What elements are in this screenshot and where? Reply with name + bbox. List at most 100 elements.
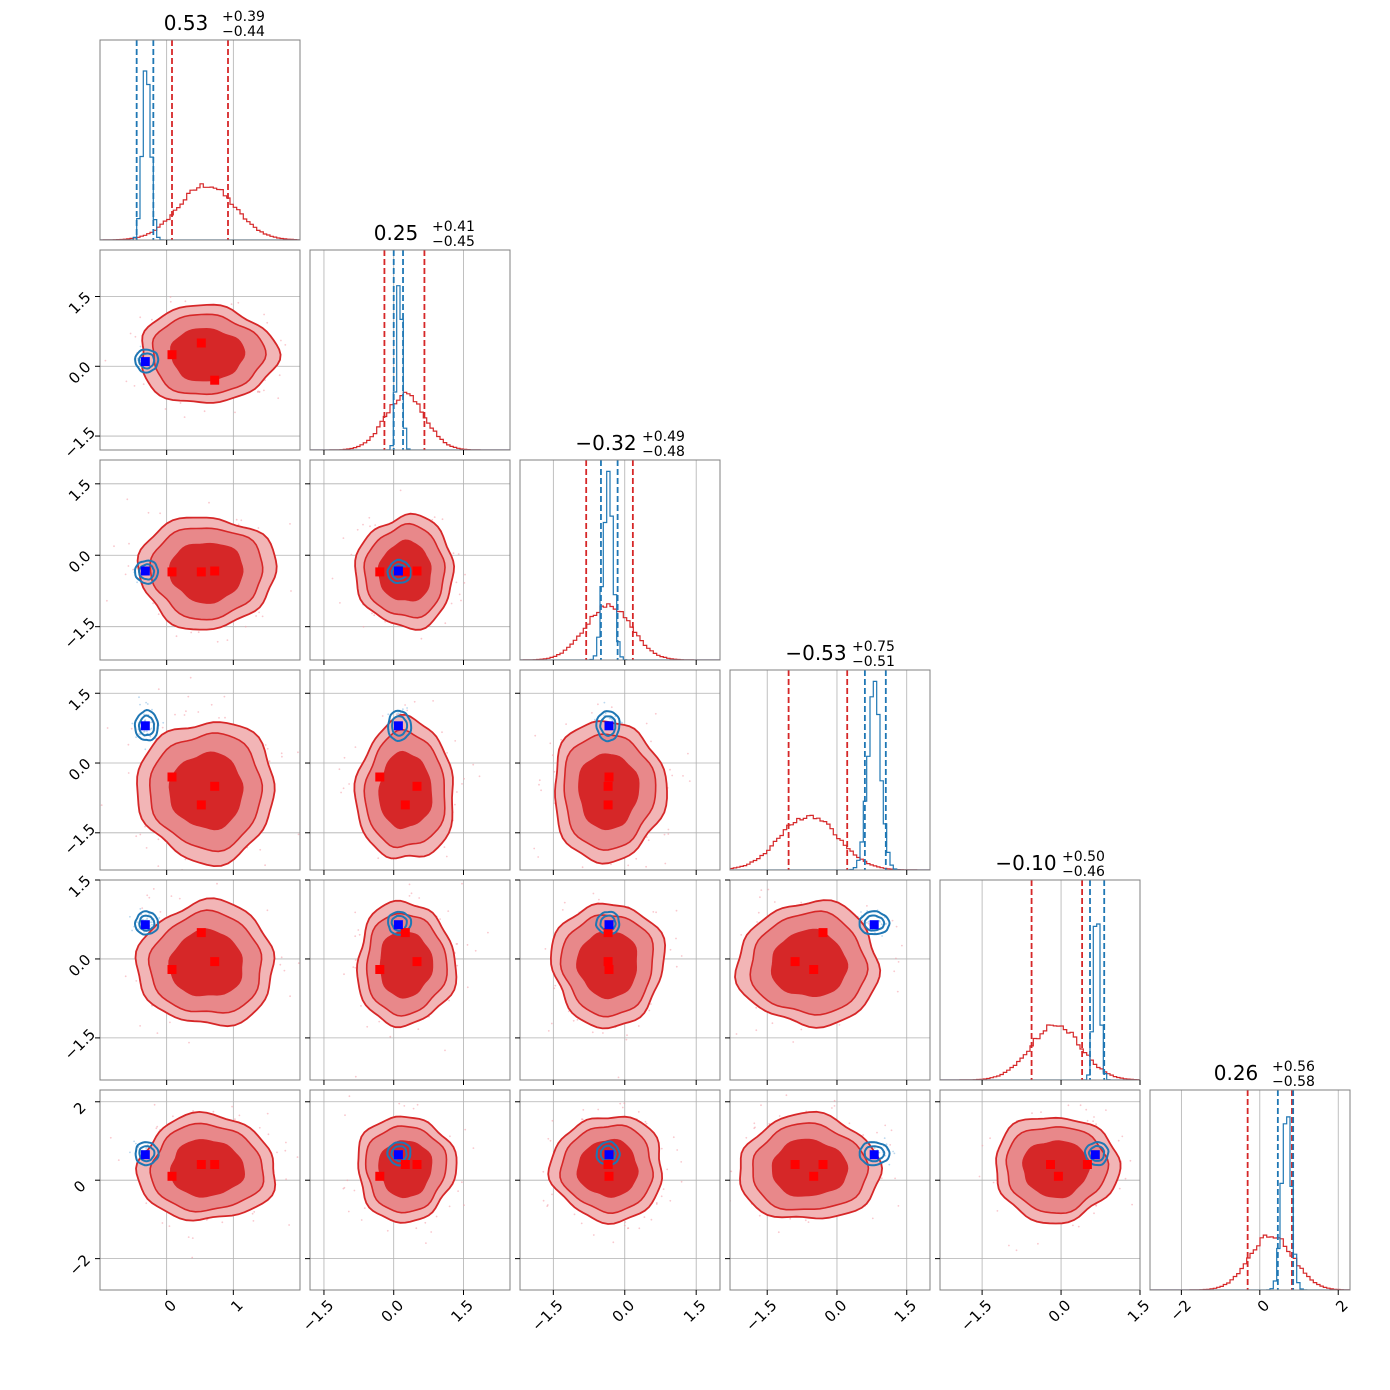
sample-point-a (285, 1178, 287, 1181)
sample-point-a (1031, 1112, 1033, 1115)
panel-5-0: 0 1 −2 0 2 (66, 1089, 301, 1316)
panel-content (100, 460, 300, 660)
tick-label-y: 1.5 (65, 872, 95, 902)
truth-marker-a (375, 567, 385, 577)
sample-point-a (284, 1149, 287, 1152)
sample-point-a (185, 710, 187, 713)
sample-point-a (1117, 1139, 1120, 1142)
sample-point-a (346, 1179, 349, 1182)
sample-point-a (216, 640, 219, 643)
sample-point-a (408, 883, 411, 886)
sample-point-a (553, 802, 556, 805)
sample-point-a (896, 990, 899, 993)
sample-point-a (538, 783, 540, 786)
panel-0-0: 0.53 +0.39−0.44 (99, 9, 301, 245)
sample-point-a (722, 981, 724, 983)
tick-label-x: −1.5 (299, 1296, 337, 1334)
sample-point-a (537, 856, 540, 858)
sample-point-a (445, 855, 448, 858)
sample-point-a (669, 768, 671, 771)
sample-point-a (230, 303, 233, 306)
truth-marker-a (1046, 1160, 1055, 1169)
contour-a-inner (168, 751, 244, 831)
histogram-a (940, 1024, 1140, 1080)
sample-point-a (378, 1020, 381, 1023)
sample-point-a (756, 921, 758, 923)
sample-point-a (667, 828, 670, 831)
truth-marker-b (604, 721, 614, 731)
sample-point-b (151, 708, 153, 711)
sample-point-a (889, 1144, 892, 1146)
tick-label-x: −1.5 (957, 1296, 995, 1334)
sample-point-a (426, 895, 428, 897)
sample-point-a (544, 948, 547, 950)
panel-5-3: −1.5 0.0 1.5 (725, 1089, 931, 1335)
contour-b-outer (1083, 1140, 1110, 1167)
tick-label-y: 0 (70, 1177, 89, 1196)
sample-point-a (626, 1034, 628, 1037)
sample-point-a (563, 901, 566, 904)
sample-point-a (289, 523, 291, 525)
sample-point-a (169, 1021, 171, 1024)
sample-point-a (645, 1122, 648, 1125)
truth-marker-b (393, 1150, 403, 1160)
truth-marker-a (603, 1160, 613, 1169)
panel-3-1 (305, 669, 511, 897)
sample-point-a (151, 318, 153, 321)
sample-point-b (144, 748, 147, 751)
sample-point-a (366, 1025, 369, 1028)
truth-marker-a (167, 350, 177, 360)
sample-point-a (301, 304, 303, 306)
sample-point-a (895, 957, 897, 960)
sample-point-a (768, 1122, 771, 1125)
sample-point-b (151, 921, 153, 924)
sample-point-a (223, 695, 226, 698)
sample-point-a (573, 1213, 576, 1216)
tick-label-x: 1.5 (891, 1296, 921, 1326)
sample-point-a (188, 1041, 190, 1044)
sample-point-a (565, 723, 567, 725)
sample-point-a (278, 374, 281, 377)
panel-content (722, 880, 930, 1080)
sample-point-b (131, 929, 134, 932)
truth-marker-a (412, 781, 422, 791)
sample-point-a (283, 969, 286, 972)
sample-point-b (604, 712, 607, 715)
contour-b-outer (133, 708, 160, 742)
sample-point-a (461, 783, 463, 785)
sample-point-a (268, 760, 271, 763)
histogram-b (730, 680, 930, 870)
sample-point-a (139, 316, 142, 319)
tick-label-y: 1.5 (65, 288, 95, 318)
tick-label-y: 1.5 (65, 476, 95, 506)
sample-point-b (158, 917, 161, 919)
sample-point-b (880, 923, 883, 926)
sample-point-a (461, 882, 463, 885)
sample-point-a (582, 1109, 585, 1111)
sample-point-a (84, 383, 86, 385)
sample-point-a (617, 1076, 620, 1079)
sample-point-a (680, 1180, 683, 1183)
sample-point-a (441, 731, 443, 734)
sample-point-a (152, 602, 155, 605)
contour-b-inner (137, 714, 156, 737)
truth-marker-a (809, 965, 819, 974)
panel-3-3: −0.53 +0.75−0.51 (729, 639, 931, 875)
panel-5-1: −1.5 0.0 1.5 (299, 1089, 511, 1335)
sample-point-a (290, 590, 292, 592)
sample-point-a (561, 909, 564, 911)
sample-point-a (432, 700, 434, 702)
sample-point-a (992, 1181, 995, 1184)
contour-b-inner (1087, 1144, 1106, 1162)
sample-point-a (150, 871, 152, 873)
sample-point-a (413, 700, 416, 703)
sample-point-b (150, 721, 153, 723)
sample-point-a (276, 1151, 278, 1154)
truth-marker-a (400, 800, 410, 810)
sample-point-a (266, 747, 269, 750)
sample-point-a (412, 1107, 415, 1110)
sample-point-a (547, 1137, 550, 1140)
panel-3-2 (515, 669, 721, 875)
sample-point-a (833, 1099, 836, 1102)
panel-frame (99, 1089, 301, 1291)
